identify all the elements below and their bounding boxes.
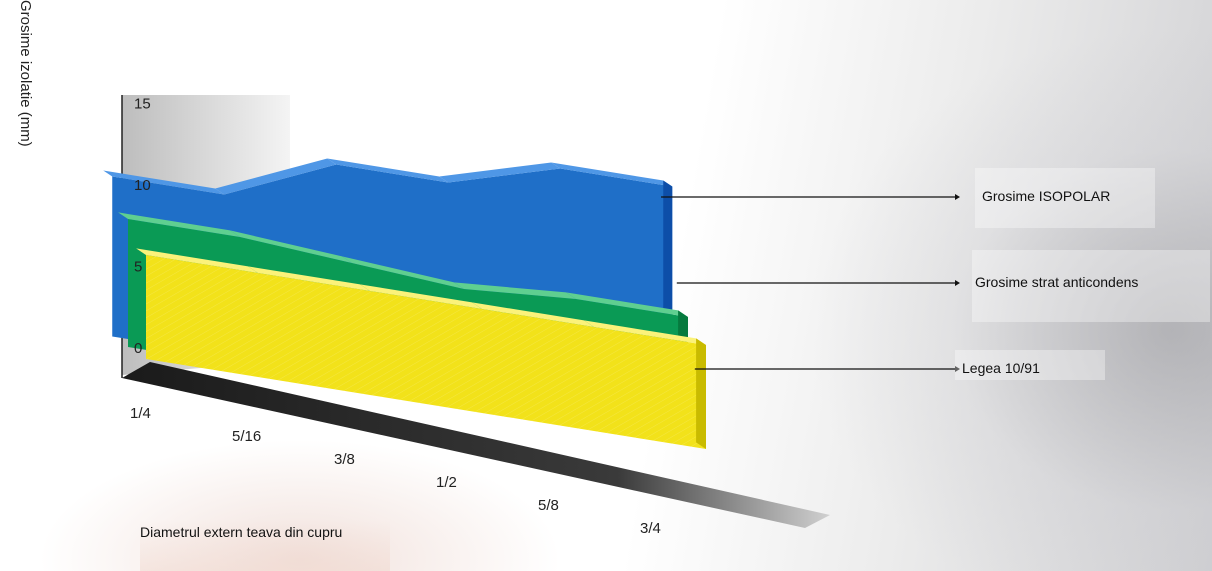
x-tick-label: 5/8 bbox=[538, 497, 559, 514]
x-tick-label: 1/2 bbox=[436, 474, 457, 491]
legend-leaders bbox=[661, 194, 960, 372]
series-top-face bbox=[215, 158, 337, 195]
series-top-face bbox=[360, 284, 482, 309]
x-tick-label: 1/4 bbox=[130, 405, 151, 422]
series-end-face bbox=[696, 338, 706, 449]
y-tick-label: 0 bbox=[134, 340, 142, 357]
series-top-face bbox=[566, 292, 688, 317]
x-axis-title: Diametrul extern teava din cupru bbox=[140, 520, 390, 571]
x-tick-label: 5/16 bbox=[232, 428, 261, 445]
series-top-face bbox=[551, 162, 673, 187]
series-top-face bbox=[327, 158, 449, 183]
legend-entry-label: Grosime ISOPOLAR bbox=[982, 188, 1111, 204]
y-tick-label: 15 bbox=[134, 96, 151, 113]
legend-entry-label: Grosime strat anticondens bbox=[975, 274, 1139, 290]
legend-leader-arrow bbox=[955, 366, 960, 372]
series-top-face bbox=[136, 248, 258, 273]
y-tick-label: 10 bbox=[134, 177, 151, 194]
floor bbox=[122, 362, 830, 528]
series-top-face bbox=[118, 212, 240, 237]
series-top-face bbox=[584, 320, 706, 345]
series-top-face bbox=[230, 230, 352, 263]
series-top-face bbox=[248, 266, 370, 291]
legend-entry: Grosime ISOPOLAR bbox=[975, 168, 1155, 228]
y-tick-label: 5 bbox=[134, 259, 142, 276]
x-tick-labels: 1/4 5/16 3/8 1/2 5/8 3/4 bbox=[130, 405, 661, 537]
legend-entry: Legea 10/91 bbox=[955, 350, 1105, 380]
y-tick-labels: 0 5 10 15 bbox=[134, 96, 151, 358]
series-top-face bbox=[472, 302, 594, 327]
series-top-face bbox=[103, 170, 225, 195]
series-ribbon bbox=[136, 248, 706, 449]
legend-entry-label: Legea 10/91 bbox=[962, 360, 1040, 376]
legend-entry: Grosime strat anticondens bbox=[972, 250, 1210, 322]
series-ribbons bbox=[103, 158, 706, 449]
legend-leader-arrow bbox=[955, 194, 960, 200]
series-top-face bbox=[342, 256, 464, 289]
series-top-face bbox=[439, 162, 561, 183]
legend-leader-arrow bbox=[955, 280, 960, 286]
y-axis-title: Grosime izolatie (mm) bbox=[17, 0, 34, 147]
series-texture bbox=[146, 255, 706, 449]
x-tick-label: 3/4 bbox=[640, 520, 661, 537]
series-top-face bbox=[454, 282, 576, 299]
x-tick-label: 3/8 bbox=[334, 451, 355, 468]
